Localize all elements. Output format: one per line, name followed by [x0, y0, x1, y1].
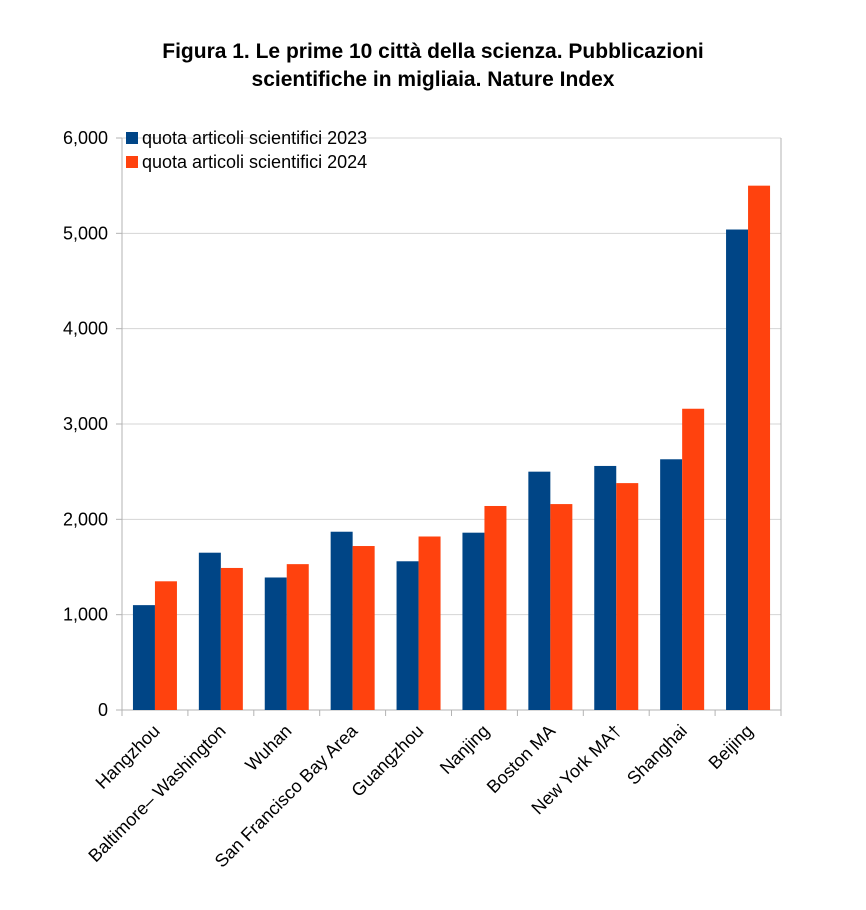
y-tick-label: 4,000 — [63, 319, 108, 339]
bar-2024 — [352, 546, 375, 710]
y-tick-label: 3,000 — [63, 414, 108, 434]
bars — [132, 185, 771, 710]
bar-2024 — [220, 567, 243, 710]
legend-label-2023: quota articoli scientifici 2023 — [142, 128, 367, 148]
bar-2024 — [484, 505, 507, 710]
x-tick-label: Nanjing — [436, 721, 493, 778]
chart-title-line-2: scientifiche in migliaia. Nature Index — [251, 68, 615, 91]
bar-2023 — [330, 531, 353, 710]
bar-2023 — [528, 471, 551, 710]
y-tick-label: 2,000 — [63, 509, 108, 529]
bar-2024 — [748, 185, 771, 710]
y-tick-labels: 0 1,000 2,000 3,000 4,000 5,000 6,000 — [63, 128, 108, 720]
x-tick-label: Baltimore– Washington — [84, 721, 229, 866]
legend-swatch-2024 — [126, 156, 138, 168]
y-tick-label: 6,000 — [63, 128, 108, 148]
bar-2024 — [550, 504, 573, 710]
bar-2023 — [726, 229, 749, 710]
chart-title: Figura 1. Le prime 10 città della scienz… — [0, 38, 866, 94]
y-tick-label: 0 — [98, 700, 108, 720]
legend-label-2024: quota articoli scientifici 2024 — [142, 152, 367, 172]
bar-2023 — [396, 561, 419, 710]
bar-2023 — [198, 552, 221, 710]
bar-2024 — [616, 483, 639, 710]
bar-2024 — [418, 536, 441, 710]
bar-2023 — [132, 605, 155, 710]
bar-2023 — [660, 459, 683, 710]
x-tick-label: Beijing — [705, 721, 757, 773]
bar-2023 — [594, 465, 617, 710]
bar-2023 — [264, 577, 287, 710]
legend: quota articoli scientifici 2023 quota art… — [126, 128, 367, 172]
bar-2024 — [154, 581, 177, 710]
chart-title-line-1: Figura 1. Le prime 10 città della scienz… — [162, 40, 704, 63]
legend-swatch-2023 — [126, 132, 138, 144]
x-tick-label: Shanghai — [623, 721, 691, 789]
y-tick-label: 5,000 — [63, 223, 108, 243]
x-tick-label: Guangzhou — [347, 721, 427, 801]
x-tick-label: Wuhan — [241, 721, 295, 775]
bar-2024 — [682, 408, 705, 710]
bar-2024 — [286, 564, 309, 710]
bar-2023 — [462, 532, 485, 710]
y-tick-label: 1,000 — [63, 605, 108, 625]
